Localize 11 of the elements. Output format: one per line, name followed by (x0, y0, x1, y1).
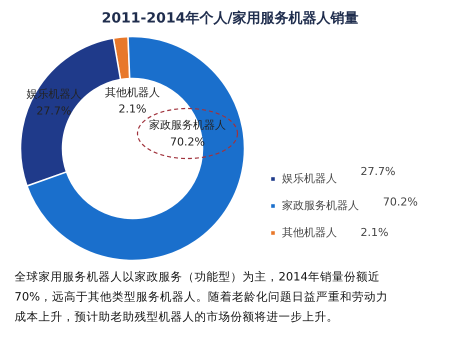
text: 70.2% (382, 196, 418, 208)
legend-label: 娱乐机器人 (282, 171, 337, 186)
text: 2.1% (360, 226, 388, 239)
legend-label: 家政服务机器人 (282, 198, 359, 213)
data-label: 27.7% (36, 104, 72, 118)
text: 27.7% (360, 165, 396, 178)
legend-label: 其他机器人 (282, 225, 337, 240)
text: 全球家用服务机器人以家政服务（功能型）为主，2014年销量份额近70%，远高于其他类型服务机器人。随着老龄化问题日益严重和劳动力成本上升，预计助老助残型机器人的市场份额将进一步上升。 (14, 270, 388, 324)
slice-label: 其他机器人 (105, 86, 160, 99)
data-label: 2.1% (118, 102, 146, 116)
chart-title: 2011-2014年个人/家用服务机器人销量 (102, 10, 358, 26)
